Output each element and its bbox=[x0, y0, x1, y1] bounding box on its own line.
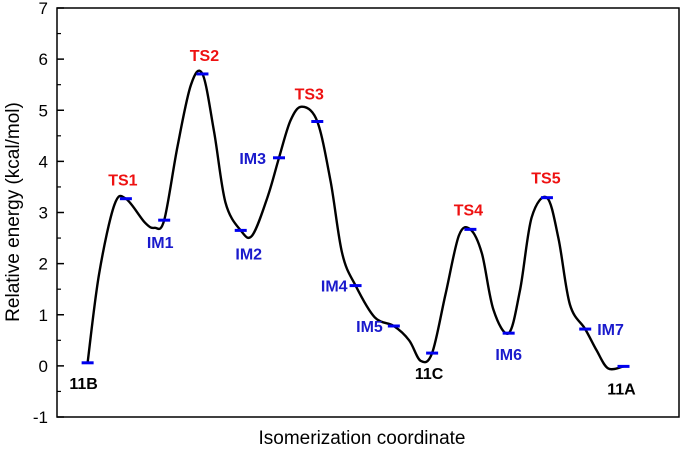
point-label: TS3 bbox=[295, 86, 324, 103]
point-label: IM3 bbox=[239, 151, 266, 168]
y-tick-label: 3 bbox=[39, 204, 48, 223]
energy-curve bbox=[86, 69, 625, 371]
point-label: TS1 bbox=[108, 173, 137, 190]
y-axis: -1 0 1 2 3 4 5 6 7 bbox=[33, 0, 64, 427]
plot-frame bbox=[56, 7, 680, 418]
y-tick-label: 0 bbox=[39, 357, 48, 376]
x-axis-title: Isomerization coordinate bbox=[259, 428, 466, 447]
point-label: TS4 bbox=[454, 202, 483, 219]
point-label: 11C bbox=[415, 366, 444, 383]
point-label: 11B bbox=[69, 376, 97, 393]
point-label: IM2 bbox=[235, 246, 262, 263]
y-tick-label: 7 bbox=[39, 0, 48, 18]
y-tick-label: -1 bbox=[33, 408, 48, 427]
y-tick-label: 1 bbox=[39, 306, 48, 325]
y-axis-title: Relative energy (kcal/mol) bbox=[3, 102, 24, 322]
level-markers bbox=[81, 72, 630, 368]
point-label: 11A bbox=[607, 381, 636, 398]
point-label: TS5 bbox=[531, 171, 560, 188]
point-label: IM5 bbox=[356, 319, 383, 336]
point-label: IM4 bbox=[321, 279, 348, 296]
y-tick-label: 2 bbox=[39, 255, 48, 274]
point-label: IM7 bbox=[597, 322, 624, 339]
point-label: IM1 bbox=[147, 235, 174, 252]
y-tick-label: 4 bbox=[39, 152, 48, 171]
y-tick-label: 5 bbox=[39, 101, 48, 120]
y-tick-label: 6 bbox=[39, 50, 48, 69]
point-labels: 11B TS1 IM1 TS2 IM2 IM3 TS3 IM4 IM5 11C TS4 IM6 TS5 I… bbox=[69, 48, 636, 398]
point-label: TS2 bbox=[190, 48, 219, 65]
point-label: IM6 bbox=[495, 347, 522, 364]
